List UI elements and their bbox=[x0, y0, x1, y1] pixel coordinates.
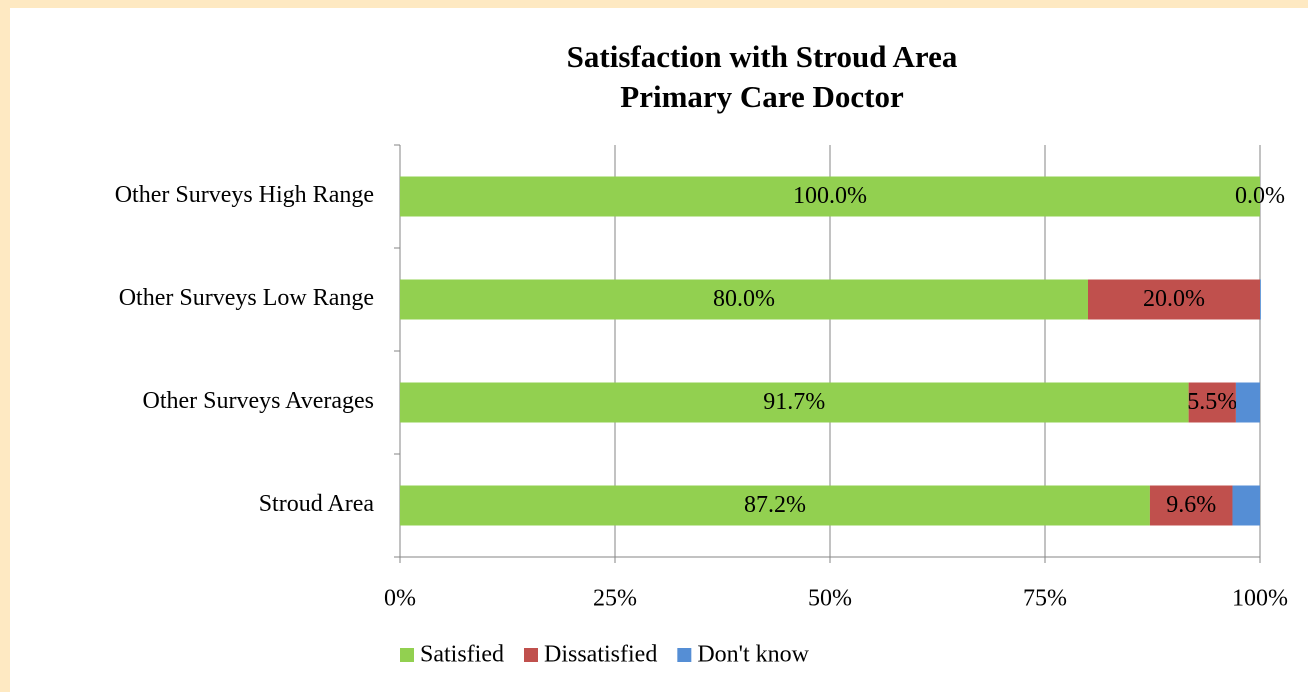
bar-segment bbox=[400, 176, 1260, 217]
bar-segment bbox=[400, 279, 1088, 320]
legend-label: Dissatisfied bbox=[544, 642, 657, 668]
legend-swatch bbox=[400, 648, 414, 662]
x-tick-label: 75% bbox=[1023, 586, 1067, 612]
bar-segment bbox=[1149, 485, 1233, 526]
chart-title: Primary Care Doctor bbox=[620, 79, 904, 114]
data-label: 20.0% bbox=[1143, 286, 1205, 312]
y-tick-label: Other Surveys High Range bbox=[115, 182, 374, 208]
y-tick-label: Other Surveys Averages bbox=[143, 388, 375, 414]
x-tick-label: 50% bbox=[808, 586, 852, 612]
bar-segment bbox=[1088, 279, 1260, 320]
y-tick-label: Stroud Area bbox=[259, 491, 375, 517]
data-label: 5.5% bbox=[1187, 389, 1237, 415]
data-label: 0.0% bbox=[1235, 183, 1285, 209]
legend-label: Don't know bbox=[697, 642, 809, 668]
data-label: 87.2% bbox=[744, 492, 806, 518]
legend-swatch bbox=[524, 648, 538, 662]
bar-segment bbox=[400, 485, 1150, 526]
x-tick-label: 0% bbox=[384, 586, 416, 612]
data-label: 80.0% bbox=[713, 286, 775, 312]
bar-segment bbox=[1232, 485, 1260, 526]
bar-segment bbox=[1235, 382, 1260, 423]
bar-segment bbox=[400, 382, 1189, 423]
x-tick-label: 100% bbox=[1232, 586, 1288, 612]
chart-title: Satisfaction with Stroud Area bbox=[567, 39, 958, 74]
legend-swatch bbox=[677, 648, 692, 662]
legend-label: Satisfied bbox=[420, 642, 504, 668]
chart: Satisfaction with Stroud Area Primary Ca… bbox=[10, 8, 1308, 692]
data-label: 100.0% bbox=[793, 183, 867, 209]
bar-segment bbox=[1260, 279, 1261, 320]
data-label: 91.7% bbox=[763, 389, 825, 415]
data-label: 9.6% bbox=[1166, 492, 1216, 518]
x-tick-label: 25% bbox=[593, 586, 637, 612]
bar-segment bbox=[1188, 382, 1236, 423]
y-tick-label: Other Surveys Low Range bbox=[119, 285, 374, 311]
